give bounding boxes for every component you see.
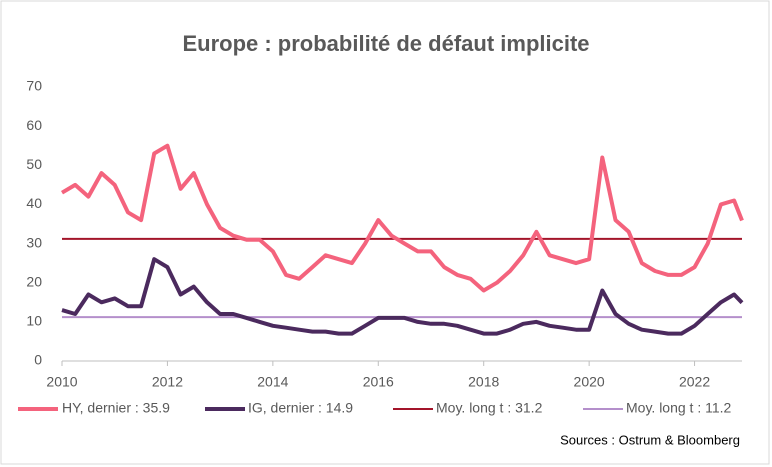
legend-label: Moy. long t : 11.2	[626, 400, 732, 416]
x-tick-label: 2012	[152, 374, 183, 390]
x-tick-label: 2010	[46, 374, 77, 390]
y-tick-label: 50	[26, 156, 42, 172]
x-tick-label: 2016	[363, 374, 394, 390]
y-tick-label: 0	[34, 352, 42, 368]
series-line	[61, 257, 744, 336]
x-tick-label: 2018	[468, 374, 499, 390]
source-note: Sources : Ostrum & Bloomberg	[560, 432, 740, 447]
series-line	[60, 143, 744, 293]
legend-label: Moy. long t : 31.2	[436, 400, 543, 416]
y-tick-label: 60	[26, 117, 42, 133]
legend-label: HY, dernier : 35.9	[62, 400, 170, 416]
y-tick-label: 40	[26, 195, 42, 211]
chart-title: Europe : probabilité de défaut implicite	[182, 31, 589, 56]
y-tick-label: 10	[26, 313, 42, 329]
y-tick-label: 20	[26, 273, 42, 289]
legend-label: IG, dernier : 14.9	[248, 400, 353, 416]
x-tick-label: 2022	[679, 374, 710, 390]
x-tick-label: 2020	[574, 374, 605, 390]
x-tick-label: 2014	[257, 374, 288, 390]
y-tick-label: 30	[26, 234, 42, 250]
y-tick-label: 70	[26, 78, 42, 94]
